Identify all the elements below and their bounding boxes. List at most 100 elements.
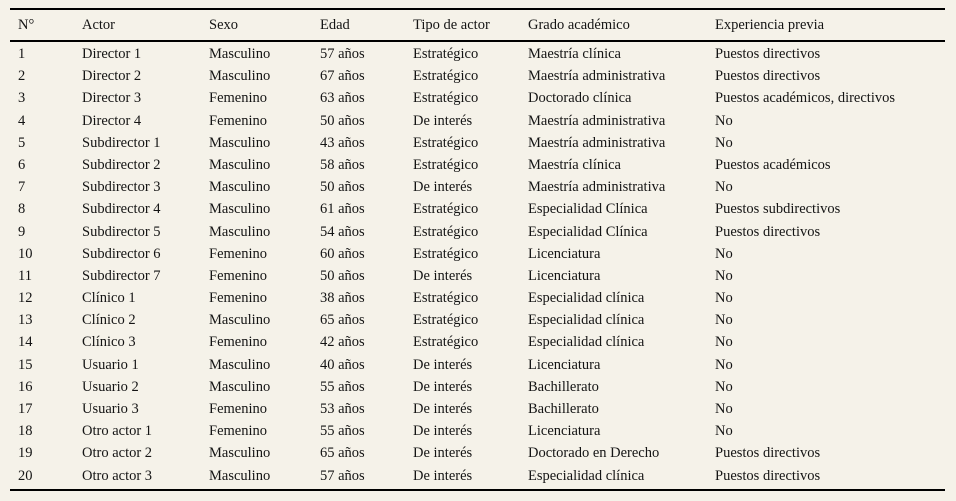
col-header-edad: Edad xyxy=(312,9,405,42)
table-row: 14 Clínico 3 Femenino 42 años Estratégico Esp… xyxy=(10,332,945,354)
table-cell: Puestos directivos xyxy=(715,46,821,62)
table-cell: 9 xyxy=(18,223,26,240)
table-cell: 5 xyxy=(18,134,26,151)
table-cell: Masculino xyxy=(209,223,271,240)
table-cell: 40 años xyxy=(320,356,365,373)
col-header-actor: Actor xyxy=(74,9,201,42)
table-cell: 58 años xyxy=(320,156,365,173)
table-cell: Bachillerato xyxy=(528,378,599,395)
table-cell: Puestos directivos xyxy=(715,223,821,240)
table-row: 10 Subdirector 6 Femenino 60 años Estratégic… xyxy=(10,243,945,265)
table-cell: No xyxy=(715,401,733,417)
table-cell: Doctorado clínica xyxy=(528,90,632,107)
table-cell: Otro actor 1 xyxy=(82,423,153,440)
col-header-grado: Grado académico xyxy=(520,9,707,42)
table-cell: Masculino xyxy=(209,312,271,329)
table-cell: 50 años xyxy=(320,267,365,284)
table-cell: Masculino xyxy=(209,356,271,373)
table-cell: Femenino xyxy=(209,112,267,129)
table-cell: Maestría administrativa xyxy=(528,134,666,151)
table-cell: 57 años xyxy=(320,46,365,62)
table-row: 17 Usuario 3 Femenino 53 años De interés Bach… xyxy=(10,398,945,420)
table-cell: Maestría clínica xyxy=(528,46,621,62)
table-cell: 4 xyxy=(18,112,26,129)
table-cell: 18 xyxy=(18,423,33,440)
table-cell: Masculino xyxy=(209,378,271,395)
table-row: 6 Subdirector 2 Masculino 58 años Estratégic… xyxy=(10,154,945,176)
table-cell: Estratégico xyxy=(413,46,479,62)
table-cell: Femenino xyxy=(209,334,267,351)
table-cell: No xyxy=(715,245,733,262)
table-cell: De interés xyxy=(413,445,473,462)
table-cell: De interés xyxy=(413,267,473,284)
table-cell: Licenciatura xyxy=(528,245,601,262)
table-cell: No xyxy=(715,112,733,129)
table-cell: Puestos subdirectivos xyxy=(715,201,841,218)
table-cell: Clínico 2 xyxy=(82,312,136,329)
table-cell: Doctorado en Derecho xyxy=(528,445,660,462)
table-cell: Especialidad clínica xyxy=(528,334,645,351)
table-cell: Estratégico xyxy=(413,90,479,107)
table-cell: No xyxy=(715,290,733,307)
table-cell: No xyxy=(715,378,733,395)
table-cell: Usuario 1 xyxy=(82,356,139,373)
table-cell: Especialidad clínica xyxy=(528,290,645,307)
table-cell: 50 años xyxy=(320,179,365,196)
table-cell: 67 años xyxy=(320,68,365,85)
participants-table: N° Actor Sexo Edad Tipo de actor Grado a… xyxy=(10,8,945,491)
table-cell: Estratégico xyxy=(413,334,479,351)
table-cell: Estratégico xyxy=(413,312,479,329)
table-cell: No xyxy=(715,423,733,440)
table-cell: Estratégico xyxy=(413,134,479,151)
table-cell: Usuario 2 xyxy=(82,378,139,395)
table-cell: Puestos directivos xyxy=(715,467,821,484)
col-header-numero: N° xyxy=(10,9,74,42)
table-cell: 7 xyxy=(18,179,26,196)
table-cell: Subdirector 5 xyxy=(82,223,161,240)
table-cell: Otro actor 3 xyxy=(82,467,153,484)
table-row: 4 Director 4 Femenino 50 años De interés Maes… xyxy=(10,110,945,132)
table-cell: Maestría administrativa xyxy=(528,68,666,85)
table-row: 13 Clínico 2 Masculino 65 años Estratégico Es… xyxy=(10,310,945,332)
table-cell: 54 años xyxy=(320,223,365,240)
table-cell: 1 xyxy=(18,46,26,62)
table-cell: Estratégico xyxy=(413,223,479,240)
table-cell: Masculino xyxy=(209,46,271,62)
table-cell: Subdirector 6 xyxy=(82,245,161,262)
table-cell: Usuario 3 xyxy=(82,401,139,417)
table-row: 20 Otro actor 3 Masculino 57 años De interés… xyxy=(10,465,945,490)
table-cell: Clínico 1 xyxy=(82,290,136,307)
table-row: 8 Subdirector 4 Masculino 61 años Estratégic… xyxy=(10,199,945,221)
table-cell: Femenino xyxy=(209,423,267,440)
table-cell: Subdirector 1 xyxy=(82,134,161,151)
table-cell: Subdirector 3 xyxy=(82,179,161,196)
table-cell: 16 xyxy=(18,378,33,395)
table-row: 18 Otro actor 1 Femenino 55 años De interés L… xyxy=(10,421,945,443)
table-cell: De interés xyxy=(413,112,473,129)
table-cell: Estratégico xyxy=(413,201,479,218)
table-cell: 11 xyxy=(18,267,32,284)
table-cell: No xyxy=(715,134,733,151)
table-cell: Masculino xyxy=(209,179,271,196)
table-row: 12 Clínico 1 Femenino 38 años Estratégico Esp… xyxy=(10,287,945,309)
table-cell: No xyxy=(715,312,733,329)
table-cell: 14 xyxy=(18,334,33,351)
table-cell: Especialidad clínica xyxy=(528,312,645,329)
table-cell: Subdirector 2 xyxy=(82,156,161,173)
table-cell: 65 años xyxy=(320,312,365,329)
table-cell: Estratégico xyxy=(413,68,479,85)
table-row: 5 Subdirector 1 Masculino 43 años Estratégic… xyxy=(10,132,945,154)
table-cell: Director 1 xyxy=(82,46,142,62)
table-cell: Estratégico xyxy=(413,156,479,173)
table-cell: Puestos directivos xyxy=(715,68,821,85)
table-cell: Especialidad clínica xyxy=(528,467,645,484)
table-cell: Bachillerato xyxy=(528,401,599,417)
table-cell: Licenciatura xyxy=(528,267,601,284)
table-cell: Femenino xyxy=(209,401,267,417)
table-row: 16 Usuario 2 Masculino 55 años De interés Bac… xyxy=(10,376,945,398)
table-cell: Masculino xyxy=(209,445,271,462)
table-cell: 61 años xyxy=(320,201,365,218)
table-cell: 55 años xyxy=(320,423,365,440)
table-cell: 20 xyxy=(18,467,33,484)
table-cell: De interés xyxy=(413,401,473,417)
